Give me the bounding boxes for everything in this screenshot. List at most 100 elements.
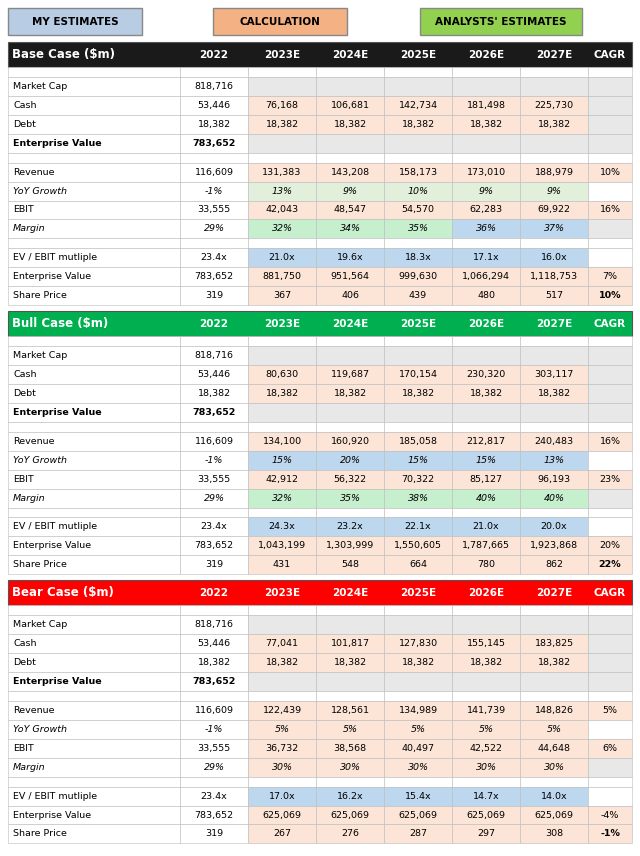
Text: Margin: Margin — [13, 494, 45, 502]
Bar — [248, 248, 316, 267]
Text: 18,382: 18,382 — [469, 658, 502, 667]
Bar — [588, 181, 632, 200]
Bar — [384, 267, 452, 286]
Bar — [8, 605, 180, 615]
Bar — [316, 720, 384, 739]
Bar — [520, 286, 588, 305]
Bar — [248, 219, 316, 238]
Bar — [452, 824, 520, 843]
Text: 32%: 32% — [271, 224, 292, 234]
Bar — [8, 691, 180, 701]
Text: 116,609: 116,609 — [195, 437, 234, 446]
Bar — [248, 653, 316, 672]
Bar — [8, 422, 180, 431]
Bar — [248, 451, 316, 470]
Text: 2023E: 2023E — [264, 50, 300, 60]
Bar — [316, 384, 384, 403]
Text: 783,652: 783,652 — [192, 407, 236, 417]
Text: 23.4x: 23.4x — [200, 253, 227, 262]
Bar — [384, 403, 452, 422]
Bar — [520, 422, 588, 431]
Text: 173,010: 173,010 — [467, 168, 506, 176]
Text: YoY Growth: YoY Growth — [13, 455, 67, 465]
Bar — [452, 422, 520, 431]
Text: 18,382: 18,382 — [469, 389, 502, 398]
Bar — [520, 556, 588, 574]
Text: 480: 480 — [477, 291, 495, 300]
Bar — [452, 219, 520, 238]
Text: EBIT: EBIT — [13, 474, 34, 484]
Text: 29%: 29% — [204, 763, 225, 771]
Bar — [452, 489, 520, 508]
Text: 30%: 30% — [476, 763, 497, 771]
Text: 16%: 16% — [600, 437, 621, 446]
Text: 2024E: 2024E — [332, 50, 368, 60]
Text: 42,522: 42,522 — [470, 744, 502, 752]
Bar — [248, 518, 316, 537]
Bar — [588, 556, 632, 574]
Bar — [180, 739, 248, 758]
Bar — [180, 238, 248, 248]
Text: 22%: 22% — [598, 561, 621, 569]
Bar — [8, 653, 180, 672]
Bar — [8, 267, 180, 286]
Text: 15%: 15% — [271, 455, 292, 465]
Text: 1,550,605: 1,550,605 — [394, 541, 442, 550]
Bar — [8, 77, 180, 96]
Text: 783,652: 783,652 — [192, 139, 236, 148]
Text: 18,382: 18,382 — [538, 658, 571, 667]
Text: EV / EBIT mutliple: EV / EBIT mutliple — [13, 253, 97, 262]
Text: 35%: 35% — [339, 494, 360, 502]
Text: -1%: -1% — [205, 725, 223, 734]
Text: 21.0x: 21.0x — [269, 253, 295, 262]
Bar — [520, 403, 588, 422]
Bar — [248, 181, 316, 200]
Text: 308: 308 — [545, 829, 563, 838]
Text: Bull Case ($m): Bull Case ($m) — [12, 317, 108, 330]
Bar — [316, 115, 384, 134]
Bar — [180, 115, 248, 134]
Bar — [248, 134, 316, 152]
Text: -1%: -1% — [600, 829, 620, 838]
Text: 77,041: 77,041 — [266, 639, 298, 648]
Bar — [8, 739, 180, 758]
Bar — [180, 248, 248, 267]
Text: 230,320: 230,320 — [467, 370, 506, 379]
Text: 18,382: 18,382 — [197, 120, 230, 128]
Text: 783,652: 783,652 — [195, 541, 234, 550]
Bar — [384, 518, 452, 537]
Text: 24.3x: 24.3x — [269, 522, 296, 532]
Bar — [384, 634, 452, 653]
Bar — [316, 181, 384, 200]
Text: Cash: Cash — [13, 101, 36, 110]
Bar — [520, 701, 588, 720]
Bar — [8, 219, 180, 238]
Bar — [452, 518, 520, 537]
Bar — [8, 248, 180, 267]
Bar — [316, 77, 384, 96]
Text: 29%: 29% — [204, 494, 225, 502]
Bar — [588, 152, 632, 163]
Text: 76,168: 76,168 — [266, 101, 298, 110]
Bar — [588, 824, 632, 843]
Text: Margin: Margin — [13, 763, 45, 771]
Bar — [248, 200, 316, 219]
Text: 20.0x: 20.0x — [541, 522, 567, 532]
Bar — [8, 181, 180, 200]
Text: 19.6x: 19.6x — [337, 253, 364, 262]
Bar — [248, 238, 316, 248]
Bar — [248, 691, 316, 701]
Bar — [452, 537, 520, 556]
Text: 62,283: 62,283 — [469, 205, 502, 215]
Bar — [384, 701, 452, 720]
Bar — [452, 77, 520, 96]
Bar — [520, 267, 588, 286]
Bar — [8, 134, 180, 152]
Text: 818,716: 818,716 — [195, 621, 234, 629]
Bar — [8, 311, 632, 336]
Bar — [248, 286, 316, 305]
Bar — [520, 720, 588, 739]
Bar — [180, 163, 248, 181]
Bar — [520, 508, 588, 518]
Bar — [248, 470, 316, 489]
